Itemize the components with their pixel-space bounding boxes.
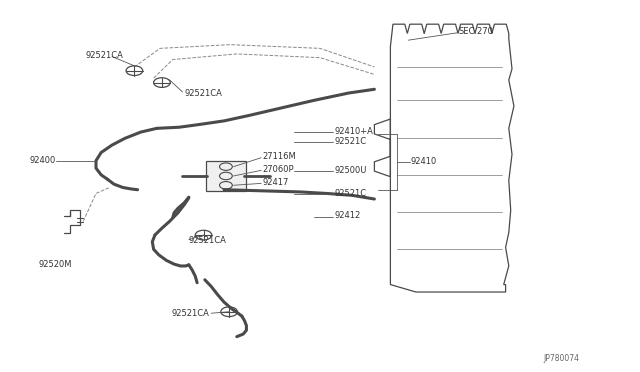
Text: JP780074: JP780074 [543, 355, 579, 363]
Text: SEC.270: SEC.270 [458, 28, 493, 36]
Text: 27116M: 27116M [262, 153, 296, 161]
Text: 92412: 92412 [334, 211, 360, 220]
Text: 92521CA: 92521CA [85, 51, 123, 60]
Text: 92521CA: 92521CA [172, 309, 209, 318]
Text: 92521C: 92521C [334, 137, 366, 146]
Text: 92410: 92410 [411, 157, 437, 166]
Text: 92521C: 92521C [334, 189, 366, 198]
Text: 92520M: 92520M [38, 260, 72, 269]
Text: 27060P: 27060P [262, 165, 294, 174]
Text: 92521CA: 92521CA [184, 89, 222, 98]
FancyBboxPatch shape [206, 161, 246, 190]
Text: 92417: 92417 [262, 178, 289, 187]
Text: 92410+A: 92410+A [334, 127, 373, 136]
Text: 92500U: 92500U [334, 166, 367, 175]
Text: 92521CA: 92521CA [189, 236, 227, 245]
Text: 92400: 92400 [29, 156, 56, 165]
